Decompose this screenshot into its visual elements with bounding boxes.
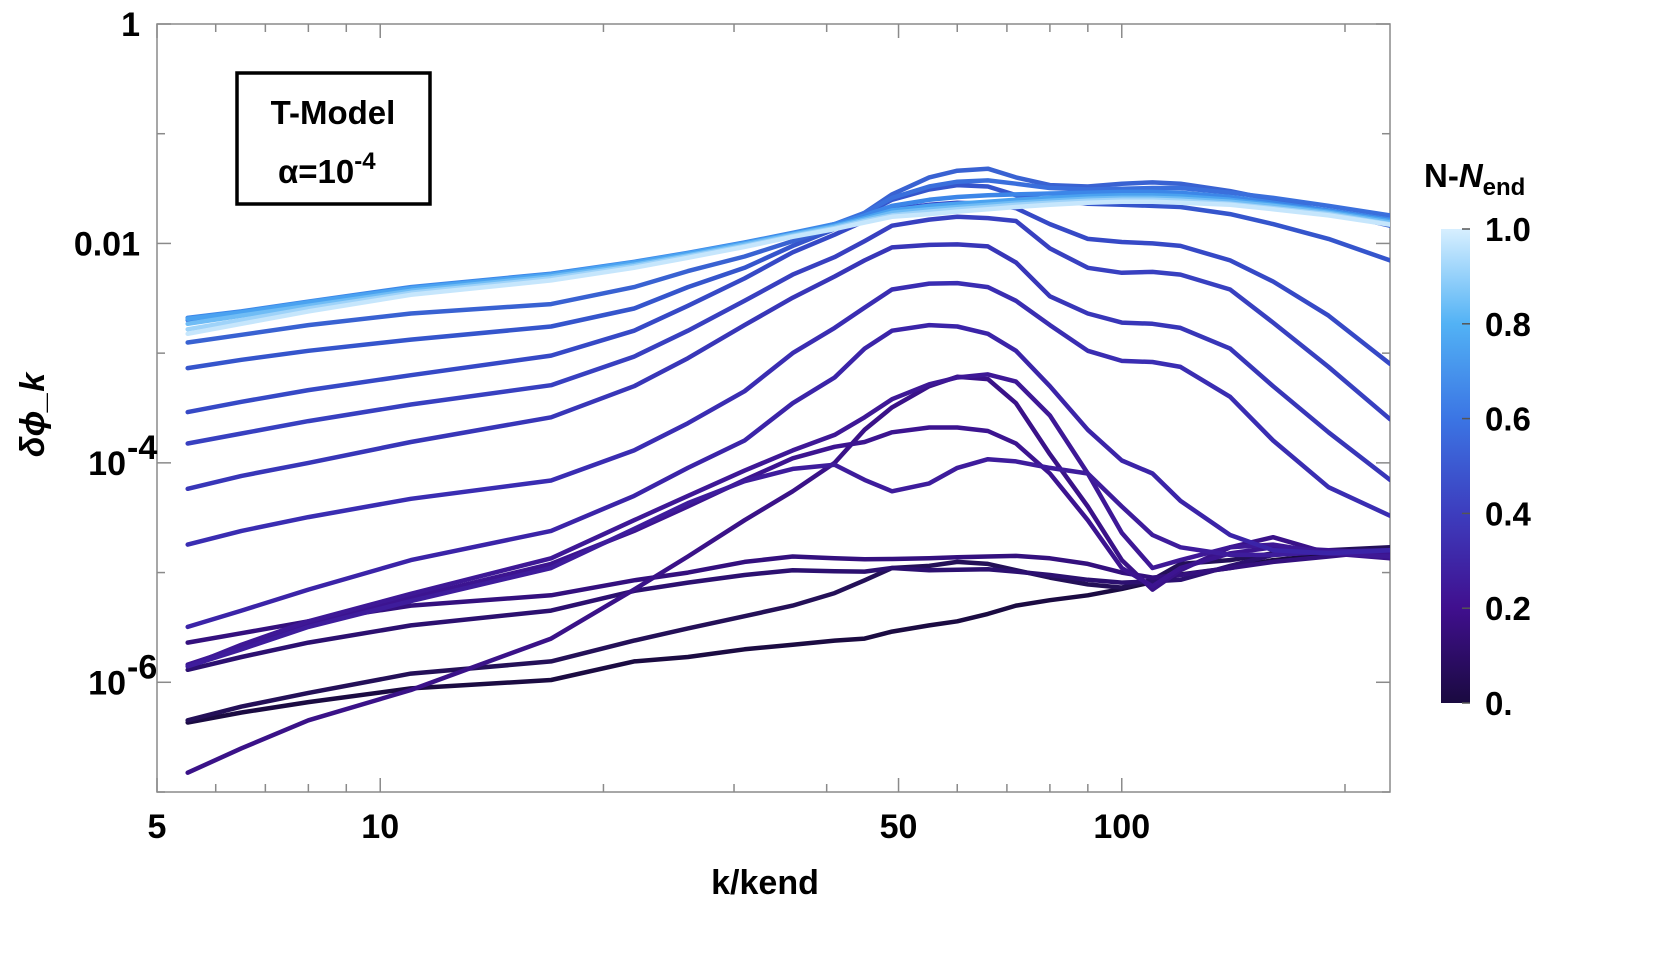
colorbar-title-italic: N [1459,157,1484,194]
colorbar-tick-label: 0.6 [1485,401,1531,438]
x-tick-label: 100 [1093,808,1150,846]
colorbar-tick-label: 1.0 [1485,211,1531,248]
y-tick-exponent: -6 [127,648,157,686]
colorbar-tick-label: 0.8 [1485,306,1531,343]
colorbar-tick-label: 0. [1485,685,1513,722]
colorbar-title: N-Nend [1424,157,1525,201]
annotation-box: T-Model α=10-4 [235,71,432,206]
x-tick-label: 10 [361,808,399,846]
series-line-0.25 [185,425,1390,667]
series-line-0.05 [185,545,1390,723]
y-tick-label: 10 [88,445,126,483]
y-axis-title: δϕ_k [14,371,52,457]
series-line-0.70 [185,166,1390,345]
series-layer [185,166,1390,775]
axis-ticks [156,23,1390,793]
x-tick-label: 5 [148,808,167,846]
x-axis-title: k/kend [711,864,819,902]
annotation-frame [235,71,432,206]
y-tick-label: 1 [121,6,140,44]
colorbar-title-plain: N- [1424,157,1459,194]
series-line-1.00 [185,199,1390,337]
y-tick-label: 0.01 [74,225,140,263]
colorbar-tick-label: 0.4 [1485,495,1532,532]
colorbar-ticks: 1.0 0.8 0.6 0.4 0.2 0. [1462,211,1532,722]
series-line-0.40 [185,322,1390,630]
colorbar-title-sub: end [1483,174,1526,201]
colorbar-gradient [1441,229,1470,703]
annotation-alpha: α=10-4 [278,148,376,190]
series-line-0.55 [185,214,1390,446]
colorbar-tick-label: 0.2 [1485,590,1531,627]
series-line-0.30 [185,372,1390,669]
x-tick-label: 50 [880,808,918,846]
y-tick-label: 10 [88,664,126,702]
annotation-alpha-exp: -4 [354,148,376,175]
series-line-0.45 [185,280,1390,547]
x-tick-labels: 5 10 50 100 [148,808,1151,846]
series-line-0.15 [185,547,1390,645]
series-line-0.50 [185,242,1390,492]
series-line-0.65 [185,182,1390,371]
series-line-0.10 [185,547,1390,673]
colorbar: N-Nend 1.0 0.8 0.6 0.4 0.2 0. [1424,157,1532,722]
annotation-alpha-base: α=10 [278,153,354,190]
y-tick-exponent: -4 [127,429,157,467]
annotation-model: T-Model [271,94,396,131]
series-line-0.35 [185,456,1390,669]
